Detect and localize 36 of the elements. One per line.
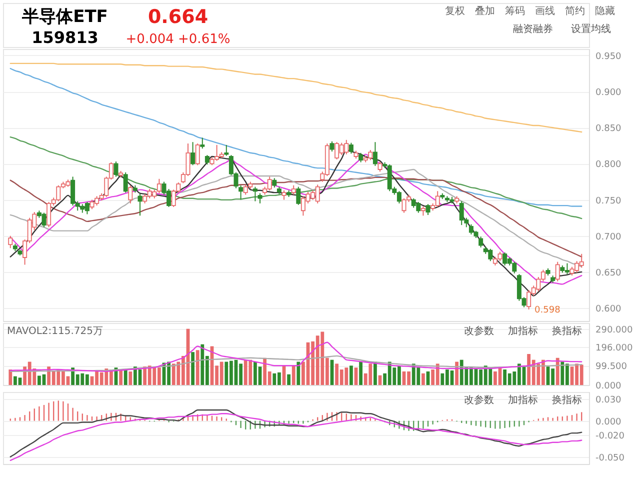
y-tick-label: 0.750: [596, 196, 622, 206]
y-tick-label: 0.030: [596, 396, 622, 406]
annotation: 改参数: [464, 325, 494, 337]
y-tick-label: 0.600: [596, 304, 622, 315]
text: 隐藏: [595, 5, 615, 17]
text: 画线: [535, 5, 555, 17]
annotation: 换指标: [552, 325, 582, 337]
annotation: 改参数: [464, 394, 494, 406]
y-tick-label: 99.500: [596, 362, 628, 372]
text: 复权: [445, 5, 465, 17]
text: 叠加: [475, 5, 495, 17]
y-tick-label: 0.800: [596, 160, 622, 170]
text: 0.664: [148, 6, 208, 28]
y-tick-label: 290.000: [596, 325, 633, 336]
text: +0.004 +0.61%: [126, 32, 230, 47]
text: 融资融券: [513, 23, 553, 35]
annotation: 换指标: [552, 394, 582, 406]
text: 简约: [565, 5, 585, 17]
y-tick-label: 0.000: [596, 382, 622, 392]
text: 筹码: [505, 5, 525, 17]
annotation: 0.598: [534, 305, 561, 316]
y-tick-label: 196.000: [596, 344, 633, 354]
y-tick-label: -0.020: [596, 432, 625, 442]
chart-title: 半导体ETF: [21, 7, 108, 27]
text: 设置均线: [571, 23, 611, 35]
annotation: 加指标: [508, 394, 538, 406]
annotation: MAVOL2:115.725万: [7, 326, 104, 337]
y-tick-label: 0.950: [596, 52, 622, 62]
y-tick-label: 0.850: [596, 124, 622, 134]
y-tick-label: -0.050: [596, 453, 625, 464]
annotation: 加指标: [508, 325, 538, 337]
y-tick-label: 0.900: [596, 88, 622, 98]
y-tick-label: 0.700: [596, 232, 622, 242]
y-tick-label: 0.650: [596, 268, 622, 278]
chart-subtitle: 159813: [32, 28, 98, 47]
y-tick-label: 0.000: [596, 417, 622, 428]
